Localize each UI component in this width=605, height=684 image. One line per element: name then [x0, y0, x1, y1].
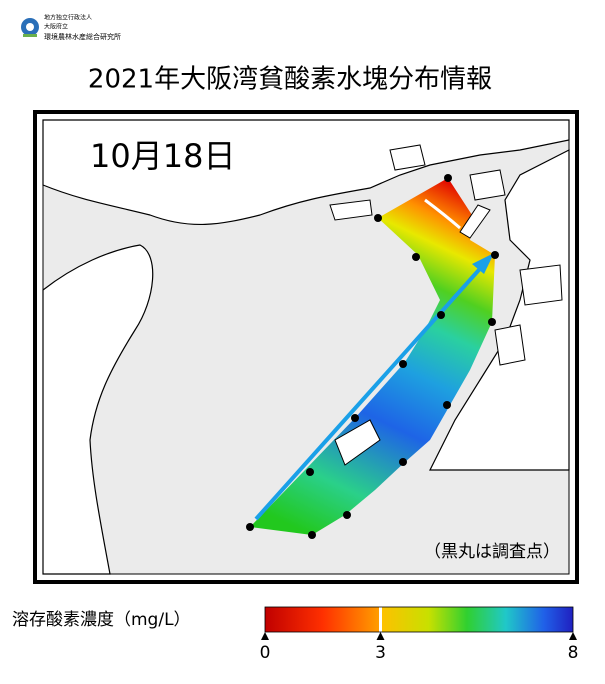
tick-mark [261, 632, 269, 640]
map [33, 110, 579, 584]
colorbar-label: 溶存酸素濃度（mg/L） [12, 610, 191, 630]
tick-label: 8 [568, 643, 579, 663]
tick-label: 3 [375, 643, 386, 663]
tick-mark [376, 632, 385, 640]
org-line: 環境農林水産総合研究所 [44, 32, 121, 41]
note: （黒丸は調査点） [424, 542, 560, 562]
org-line: 地方独立行政法人 [44, 14, 92, 22]
colorbar-low [265, 607, 381, 632]
colorbar: 0 3 8 [260, 606, 579, 663]
tick-label: 0 [260, 643, 271, 663]
colorbar-border [264, 606, 574, 633]
tick-mark [569, 632, 577, 640]
logo [21, 18, 39, 37]
colorbar-high [380, 607, 573, 632]
title: 2021年大阪湾貧酸素水塊分布情報 [88, 65, 492, 95]
org-line: 大阪府立 [44, 23, 68, 31]
date: 10月18日 [90, 137, 235, 175]
